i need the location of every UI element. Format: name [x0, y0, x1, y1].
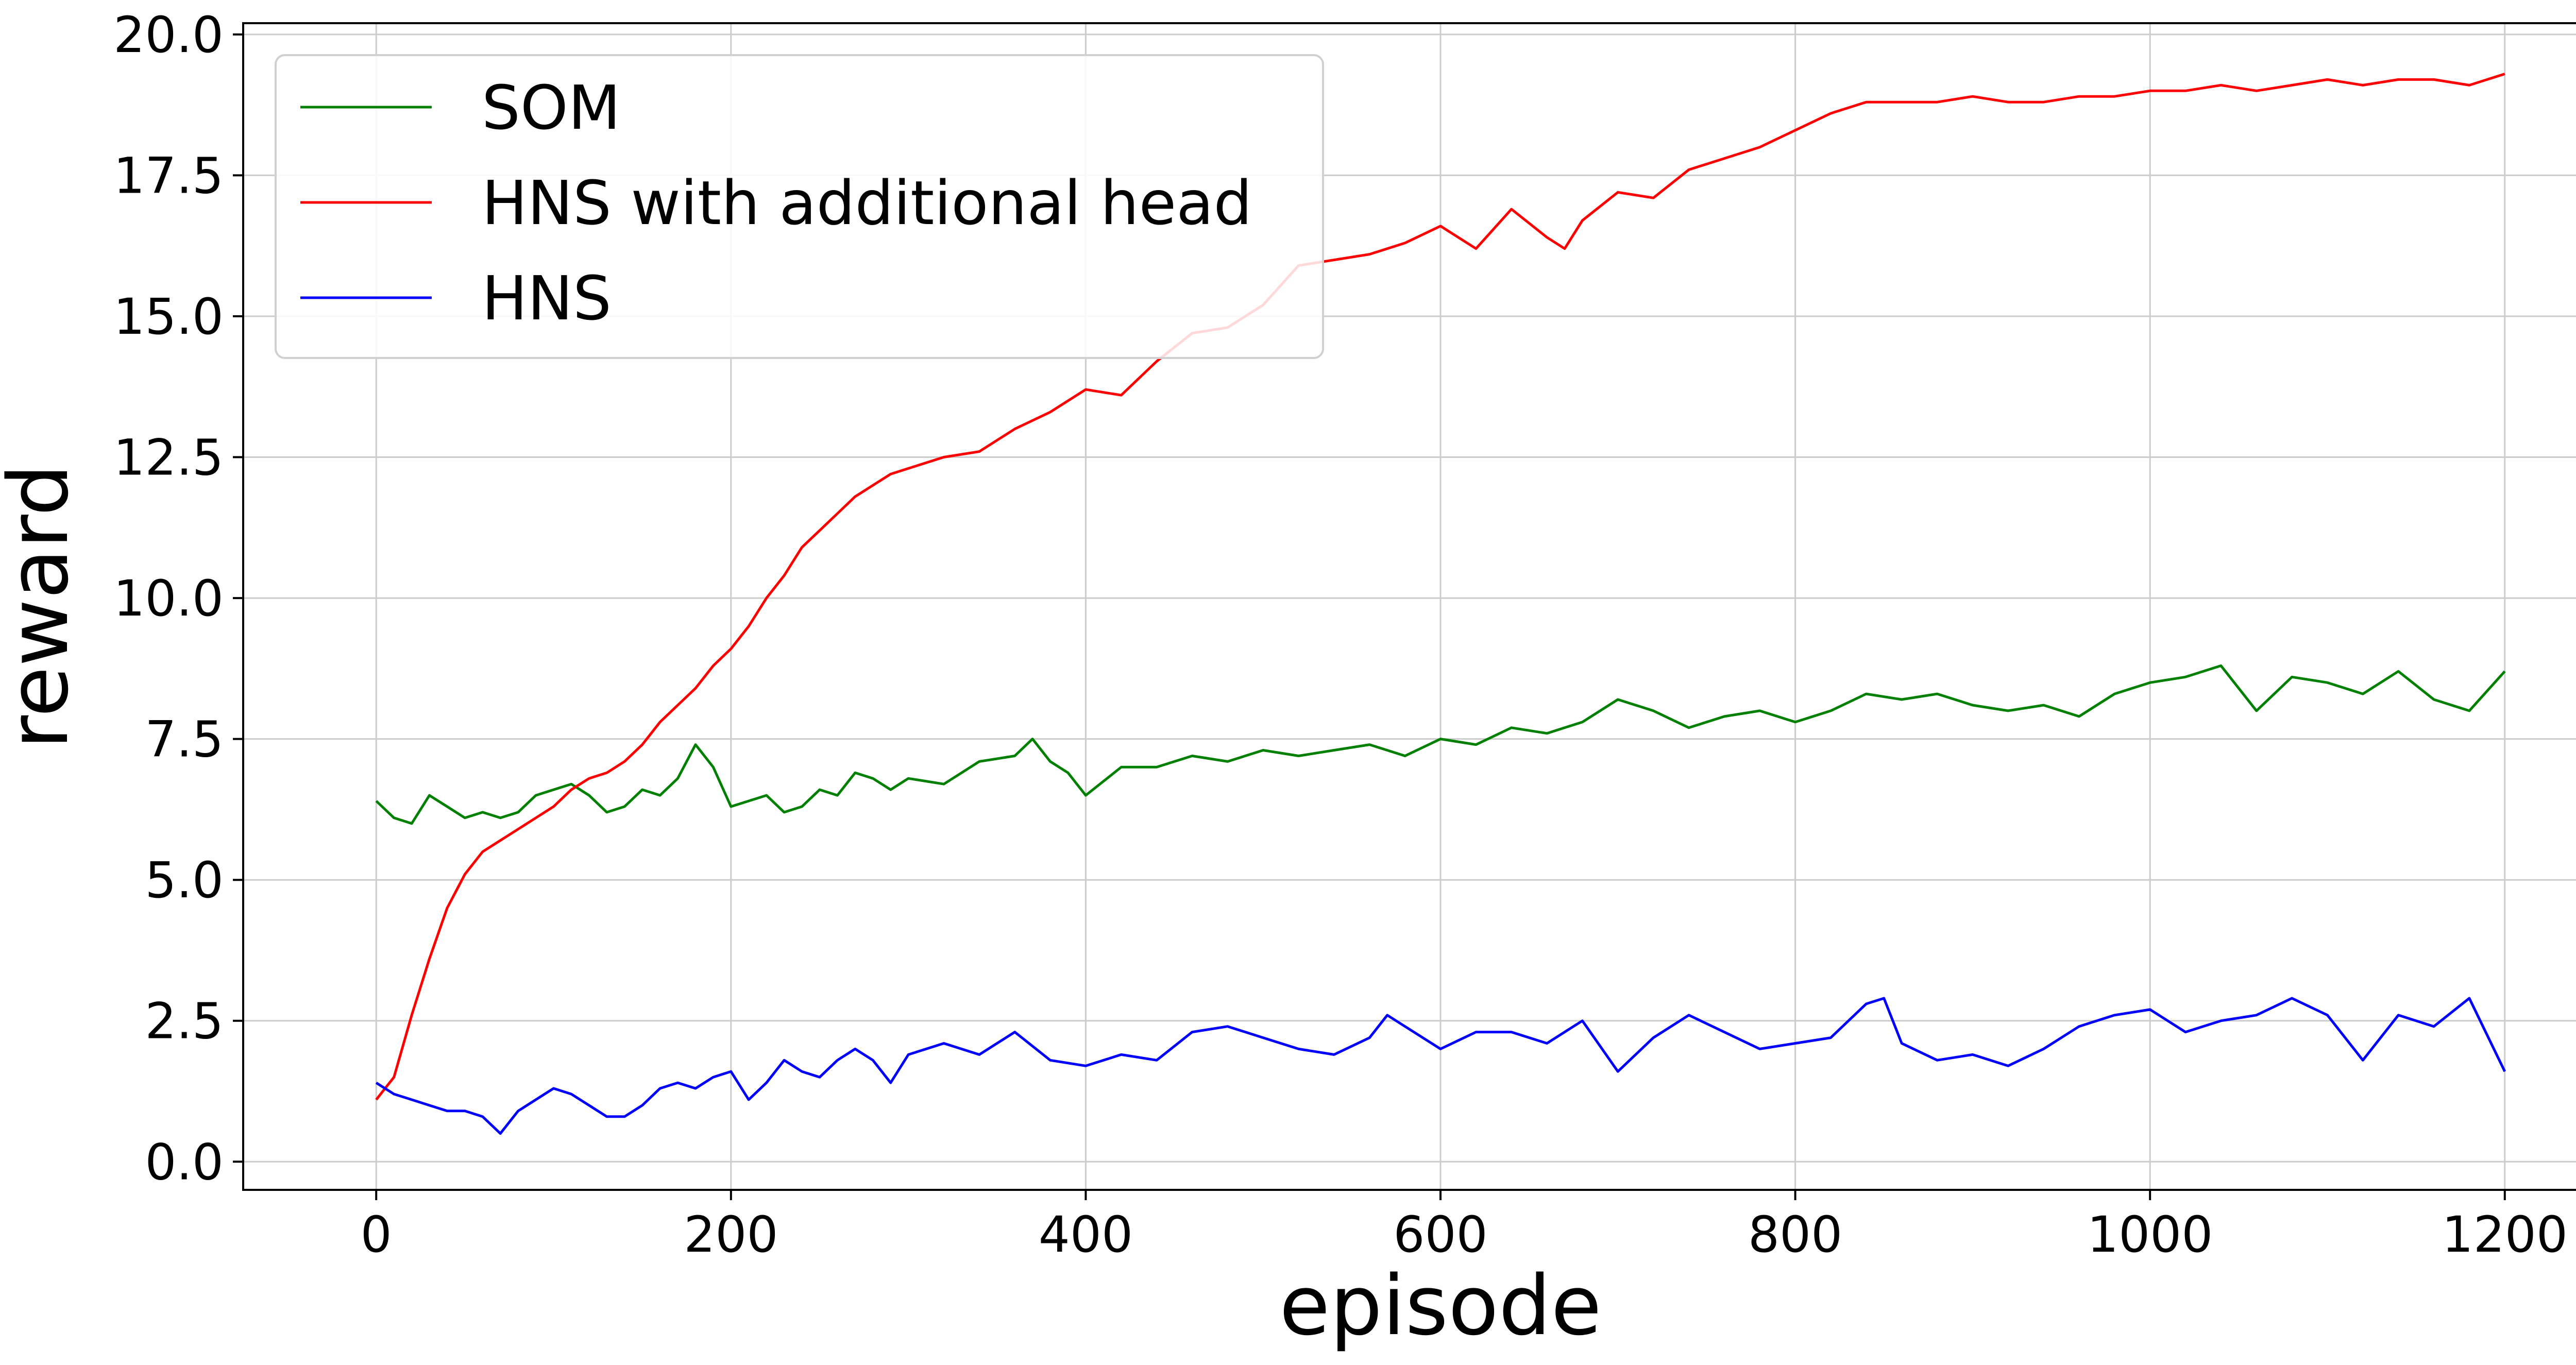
x-axis-title: episode: [1279, 1257, 1602, 1354]
y-axis-title: reward: [0, 464, 87, 749]
axis-ticks: 0 200 400 600 800 1000 1200 0.0 2.5 5.0 7.5 10.0 12.…: [113, 6, 2568, 1264]
legend: SOM HNS with additional head HNS: [275, 54, 1324, 359]
y-tick-label: 15.0: [113, 288, 224, 346]
y-tick-label: 7.5: [145, 711, 224, 769]
legend-label: SOM: [482, 72, 621, 143]
legend-label: HNS with additional head: [482, 167, 1252, 238]
y-tick-label: 5.0: [145, 851, 224, 909]
x-tick-label: 800: [1748, 1206, 1842, 1264]
x-tick-label: 200: [684, 1206, 778, 1264]
y-tick-label: 12.5: [113, 429, 224, 487]
y-tick-label: 0.0: [145, 1133, 224, 1191]
x-tick-label: 0: [361, 1206, 392, 1264]
legend-label: HNS: [482, 263, 612, 334]
x-tick-label: 600: [1393, 1206, 1487, 1264]
series-line-som: [375, 664, 2506, 825]
x-tick-label: 1000: [2087, 1206, 2213, 1264]
y-tick-label: 10.0: [113, 570, 224, 627]
x-tick-label: 400: [1039, 1206, 1133, 1264]
y-tick-label: 17.5: [113, 147, 224, 204]
grid-lines: [243, 23, 2576, 1190]
legend-box: [275, 54, 1324, 359]
x-tick-label: 1200: [2442, 1206, 2568, 1264]
series-line-hns: [375, 997, 2506, 1135]
y-tick-label: 20.0: [113, 6, 224, 64]
y-tick-label: 2.5: [145, 993, 224, 1050]
